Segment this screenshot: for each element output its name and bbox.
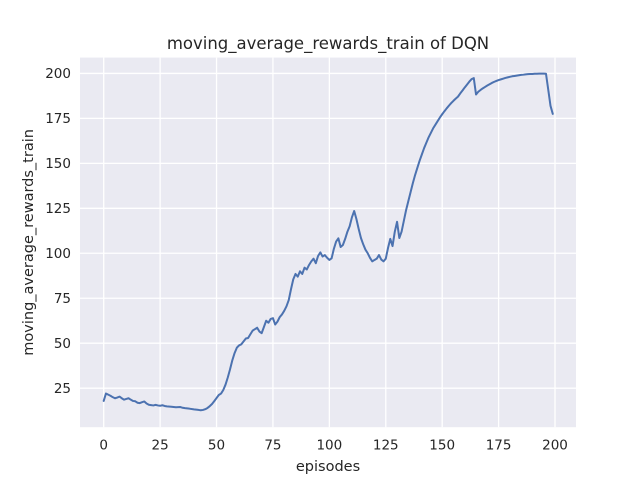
x-tick-label: 25	[152, 438, 169, 454]
plot-background	[80, 57, 576, 428]
x-tick-label: 200	[542, 438, 568, 454]
y-tick-label: 75	[54, 291, 71, 307]
y-tick-label: 25	[54, 381, 71, 397]
chart-title: moving_average_rewards_train of DQN	[167, 34, 489, 54]
y-tick-label: 50	[54, 336, 71, 352]
data-line-dqn	[102, 72, 554, 412]
y-tick-label: 175	[45, 111, 71, 127]
y-tick-label: 150	[45, 156, 71, 172]
x-tick-label: 100	[316, 438, 342, 454]
y-tick-label: 100	[45, 246, 71, 262]
tick-labels: 0 25 50 75 100 125 150 175 200 25 50 75 100 125 150 175…	[45, 66, 568, 453]
y-tick-label: 200	[45, 66, 71, 82]
y-axis-label: moving_average_rewards_train	[21, 129, 37, 356]
x-tick-label: 75	[264, 438, 281, 454]
gridlines	[80, 57, 576, 428]
x-tick-label: 125	[373, 438, 399, 454]
x-tick-label: 175	[486, 438, 512, 454]
y-tick-label: 125	[45, 201, 71, 217]
x-tick-label: 150	[429, 438, 455, 454]
x-axis-label: episodes	[296, 459, 360, 475]
x-tick-label: 50	[208, 438, 225, 454]
x-tick-label: 0	[99, 438, 108, 454]
